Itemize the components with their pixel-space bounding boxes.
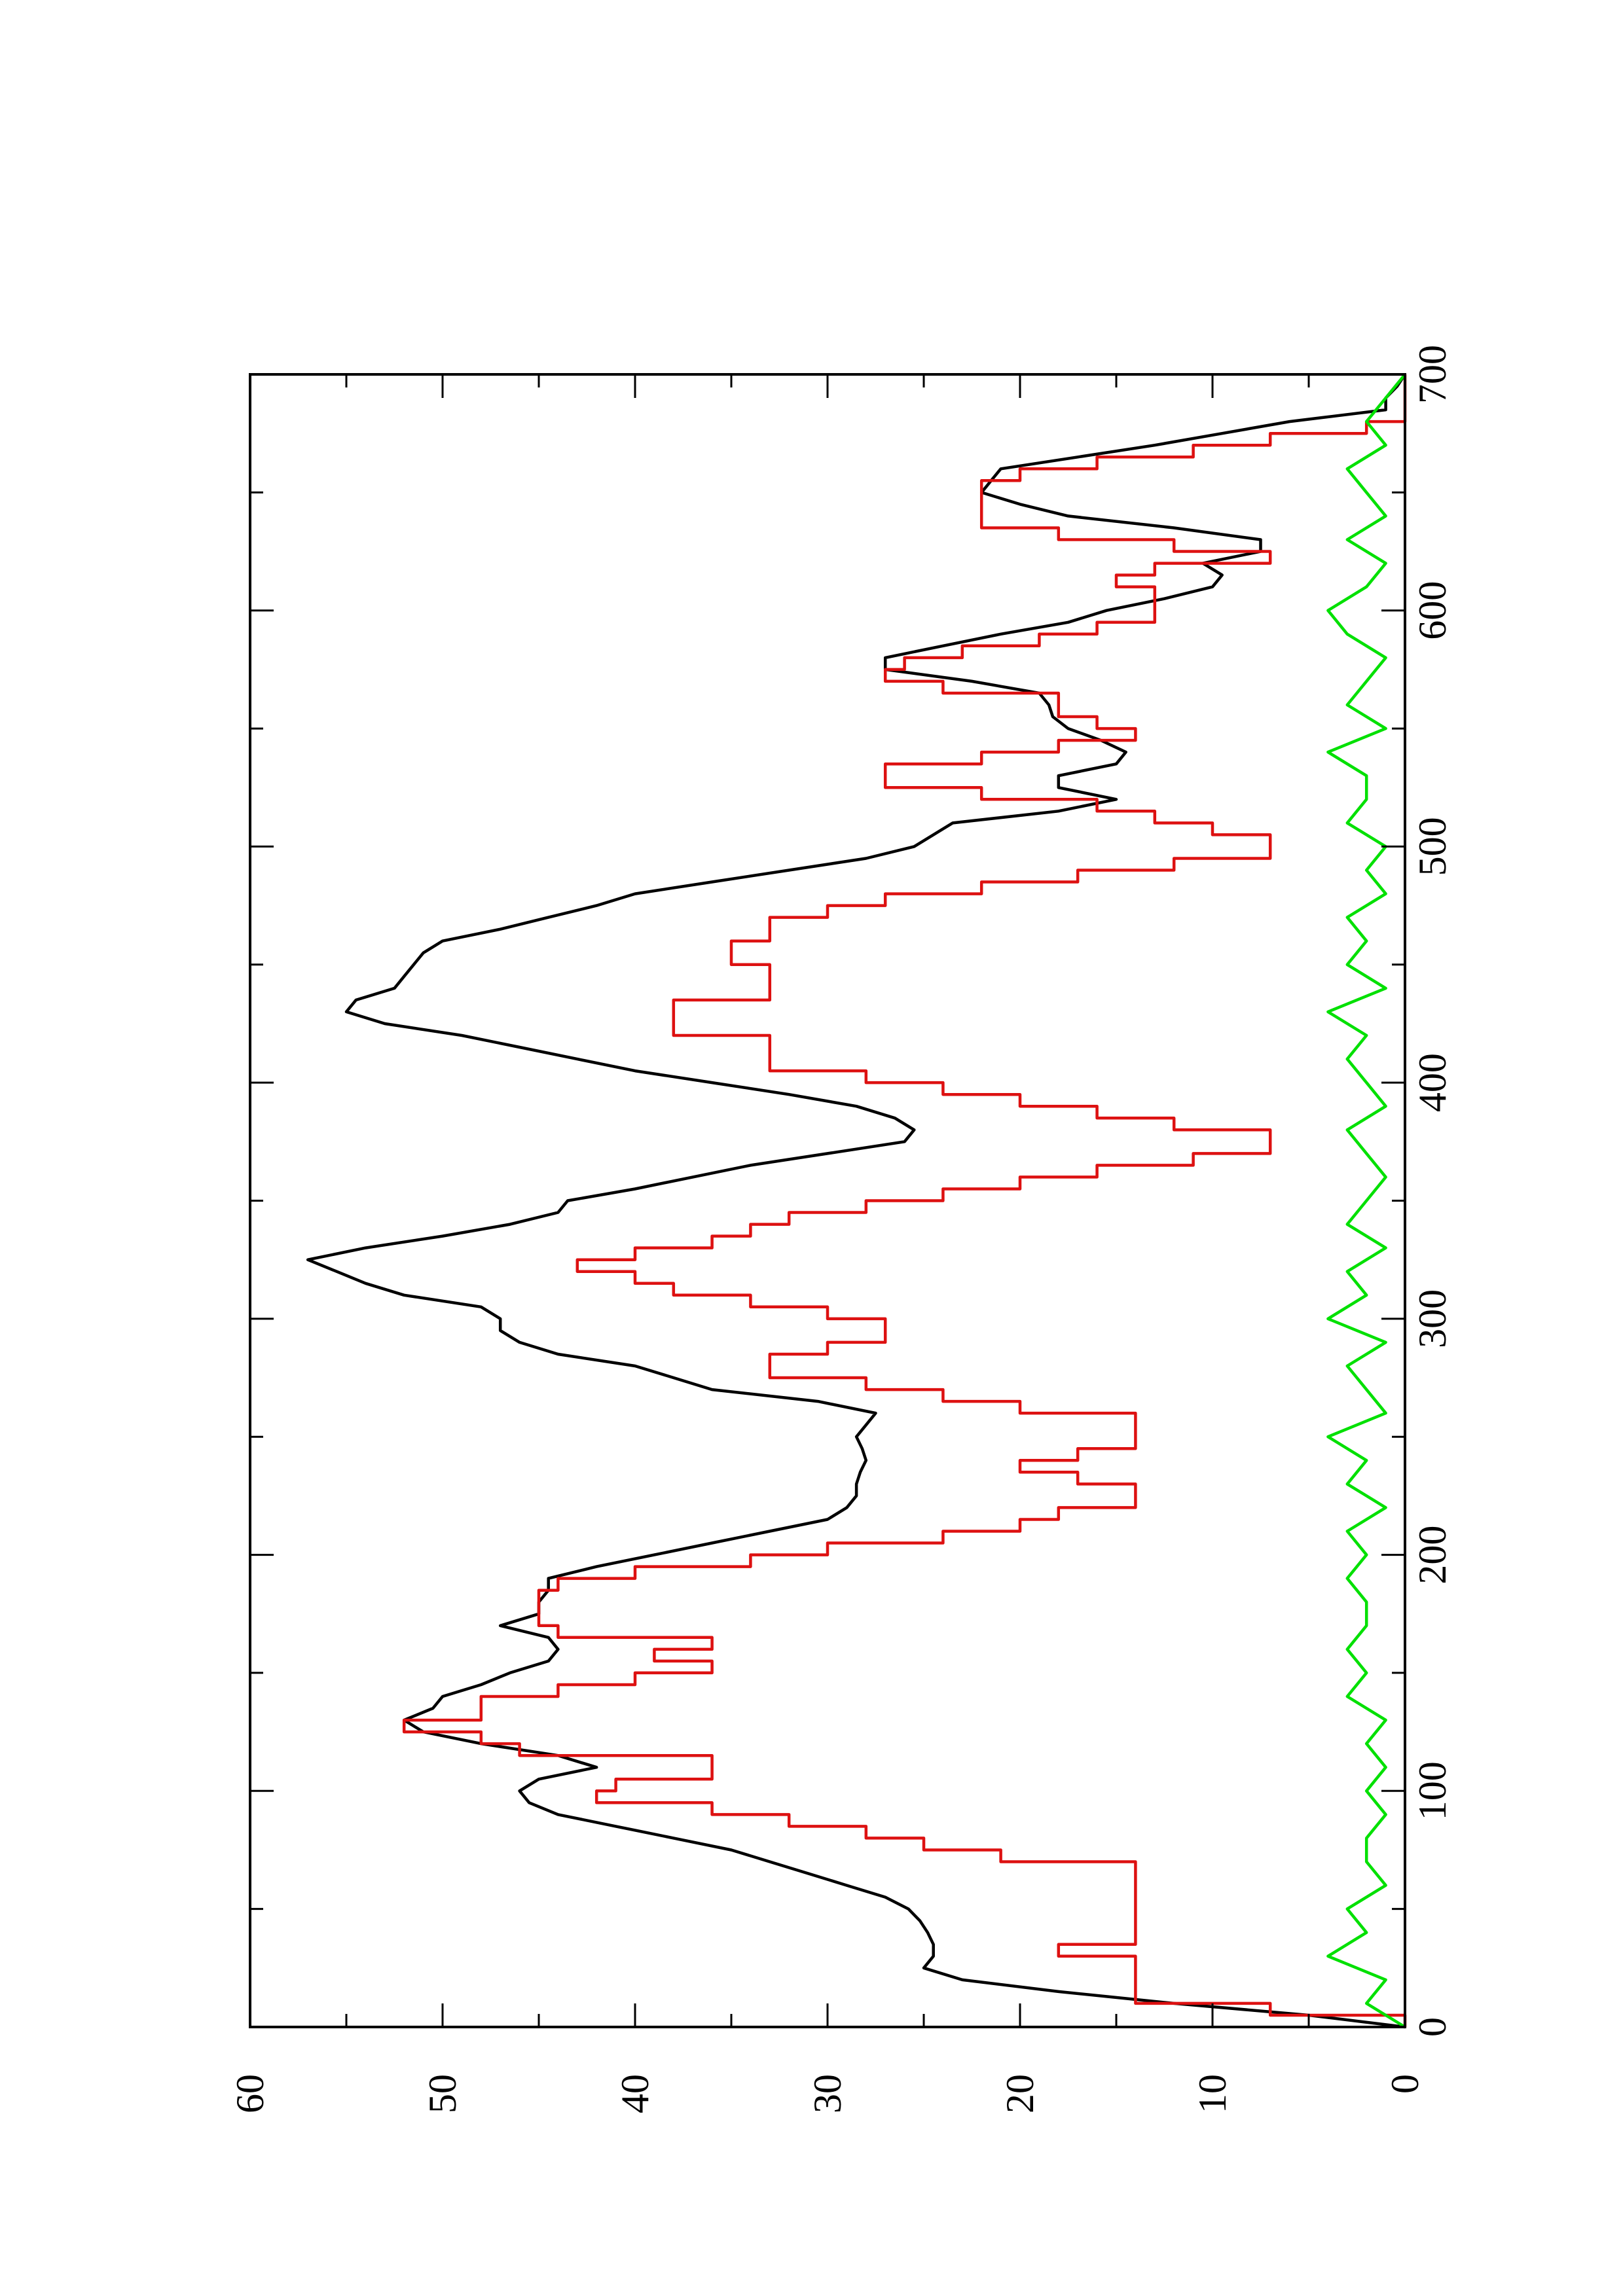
- y-tick-label: 60: [228, 2074, 272, 2113]
- y-tick-label: 0: [1383, 2074, 1427, 2094]
- x-tick-label: 500: [1411, 817, 1454, 876]
- x-tick-label: 400: [1411, 1053, 1454, 1112]
- ticks-layer: [250, 374, 1405, 2027]
- y-tick-label: 20: [998, 2074, 1042, 2113]
- series-line-3: [1326, 373, 1406, 2028]
- x-tick-label: 100: [1411, 1761, 1454, 1820]
- y-tick-label: 30: [806, 2074, 849, 2113]
- tick-labels-layer: 0 100 200 300 400 500 600 700 0 10 20 30 40 50 60: [228, 345, 1454, 2113]
- x-tick-label: 300: [1411, 1289, 1454, 1348]
- y-tick-label: 40: [613, 2074, 657, 2113]
- series-layer: [306, 373, 1407, 2029]
- x-tick-label: 0: [1411, 2017, 1454, 2037]
- x-tick-label: 600: [1411, 581, 1454, 640]
- x-tick-label: 700: [1411, 345, 1454, 404]
- x-tick-label: 200: [1411, 1526, 1454, 1585]
- series-line-1: [306, 373, 1406, 2029]
- series-line-2: [402, 374, 1407, 2027]
- y-tick-label: 50: [421, 2074, 464, 2113]
- y-tick-label: 10: [1191, 2074, 1234, 2113]
